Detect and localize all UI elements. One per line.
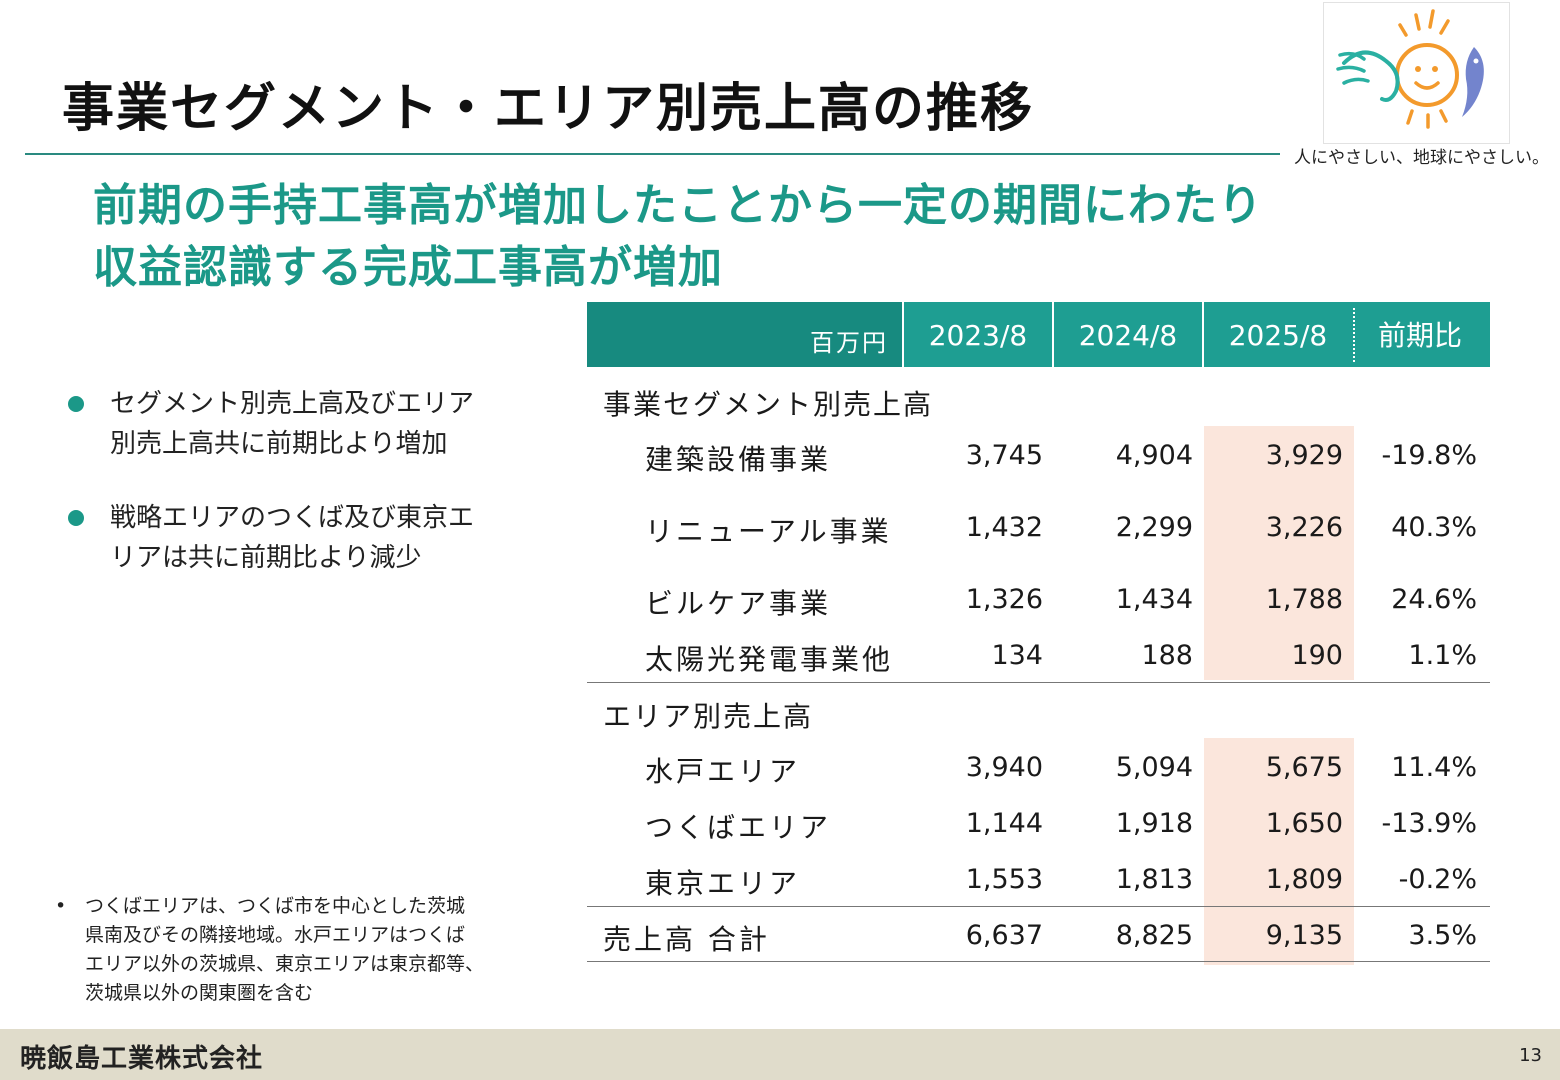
headline-line-1: 前期の手持工事高が増加したことから一定の期間にわたり bbox=[93, 180, 1263, 231]
total-2024: 8,825 bbox=[1115, 920, 1193, 951]
title-divider bbox=[25, 153, 1280, 155]
value-2025: 1,809 bbox=[1265, 864, 1343, 895]
value-2025: 1,788 bbox=[1265, 584, 1343, 615]
value-yoy: 11.4% bbox=[1391, 752, 1477, 783]
highlight-column-segment bbox=[1204, 426, 1354, 680]
header-divider bbox=[1202, 302, 1204, 367]
bullet-text: リアは共に前期比より減少 bbox=[110, 543, 422, 573]
header-divider bbox=[902, 302, 904, 367]
footnote-text: エリア以外の茨城県、東京エリアは東京都等、 bbox=[85, 953, 485, 975]
bullet-text: 別売上高共に前期比より増加 bbox=[110, 429, 448, 459]
sales-table: 百万円 2023/8 2024/8 2025/8 前期比 事業セグメント別売上高… bbox=[587, 302, 1490, 972]
value-yoy: -19.8% bbox=[1381, 440, 1477, 471]
row-label: 太陽光発電事業他 bbox=[645, 643, 894, 676]
value-2025: 5,675 bbox=[1265, 752, 1343, 783]
segment-section-title: 事業セグメント別売上高 bbox=[603, 388, 934, 421]
value-yoy: -0.2% bbox=[1398, 864, 1477, 895]
header-divider bbox=[1052, 302, 1054, 367]
value-2024: 1,434 bbox=[1115, 584, 1193, 615]
value-2023: 3,745 bbox=[965, 440, 1043, 471]
total-label: 売上高 合計 bbox=[603, 923, 770, 956]
row-label: リニューアル事業 bbox=[645, 515, 892, 548]
value-2023: 134 bbox=[991, 640, 1043, 671]
value-2024: 1,813 bbox=[1115, 864, 1193, 895]
value-2024: 188 bbox=[1141, 640, 1193, 671]
value-2024: 4,904 bbox=[1115, 440, 1193, 471]
total-2023: 6,637 bbox=[965, 920, 1043, 951]
value-2025: 190 bbox=[1291, 640, 1343, 671]
table-header: 百万円 2023/8 2024/8 2025/8 前期比 bbox=[587, 302, 1490, 367]
highlight-column-total bbox=[1204, 907, 1354, 965]
headline-line-2: 収益認識する完成工事高が増加 bbox=[93, 242, 723, 293]
page-number: 13 bbox=[1519, 1045, 1542, 1066]
header-2025: 2025/8 bbox=[1228, 319, 1328, 352]
header-dotted-divider bbox=[1353, 308, 1355, 362]
row-label: 水戸エリア bbox=[645, 755, 801, 788]
bullet-dot-icon bbox=[68, 510, 84, 526]
highlight-column-area bbox=[1204, 738, 1354, 908]
total-yoy: 3.5% bbox=[1408, 920, 1477, 951]
unit-cell: 百万円 bbox=[587, 302, 902, 367]
value-2024: 1,918 bbox=[1115, 808, 1193, 839]
value-2024: 2,299 bbox=[1115, 512, 1193, 543]
value-2025: 1,650 bbox=[1265, 808, 1343, 839]
value-yoy: 24.6% bbox=[1391, 584, 1477, 615]
bullet-dot-icon bbox=[68, 396, 84, 412]
row-label: つくばエリア bbox=[645, 811, 832, 844]
footnote-text: つくばエリアは、つくば市を中心とした茨城 bbox=[85, 895, 466, 917]
unit-label: 百万円 bbox=[810, 329, 888, 357]
footer-bar: 暁飯島工業株式会社 13 bbox=[0, 1029, 1560, 1080]
row-label: 建築設備事業 bbox=[645, 443, 832, 476]
bullet-item: セグメント別売上高及びエリア 別売上高共に前期比より増加 bbox=[62, 384, 532, 464]
value-2025: 3,929 bbox=[1265, 440, 1343, 471]
company-name: 暁飯島工業株式会社 bbox=[20, 1044, 264, 1074]
value-2023: 1,553 bbox=[965, 864, 1043, 895]
tagline: 人にやさしい、地球にやさしい。 bbox=[1294, 148, 1549, 168]
value-2023: 1,326 bbox=[965, 584, 1043, 615]
table-divider bbox=[587, 682, 1490, 683]
value-2023: 3,940 bbox=[965, 752, 1043, 783]
table-row: リニューアル事業 1,432 2,299 3,226 40.3% bbox=[587, 500, 1490, 556]
bullet-item: 戦略エリアのつくば及び東京エ リアは共に前期比より減少 bbox=[62, 498, 532, 578]
area-section-title: エリア別売上高 bbox=[603, 700, 814, 733]
table-row: 東京エリア 1,553 1,813 1,809 -0.2% bbox=[587, 852, 1490, 908]
value-yoy: 1.1% bbox=[1408, 640, 1477, 671]
header-yoy: 前期比 bbox=[1377, 319, 1462, 352]
header-2024: 2024/8 bbox=[1078, 319, 1178, 352]
value-2023: 1,144 bbox=[965, 808, 1043, 839]
total-2025: 9,135 bbox=[1265, 920, 1343, 951]
value-2024: 5,094 bbox=[1115, 752, 1193, 783]
table-row: つくばエリア 1,144 1,918 1,650 -13.9% bbox=[587, 796, 1490, 852]
table-row: 水戸エリア 3,940 5,094 5,675 11.4% bbox=[587, 740, 1490, 796]
table-bottom-border bbox=[587, 961, 1490, 962]
bullet-text: 戦略エリアのつくば及び東京エ bbox=[110, 503, 475, 533]
company-logo bbox=[1323, 2, 1510, 144]
value-2023: 1,432 bbox=[965, 512, 1043, 543]
table-row: ビルケア事業 1,326 1,434 1,788 24.6% bbox=[587, 572, 1490, 628]
header-2023: 2023/8 bbox=[928, 319, 1028, 352]
footnote-text: 茨城県以外の関東圏を含む bbox=[85, 982, 314, 1004]
table-row: 建築設備事業 3,745 4,904 3,929 -19.8% bbox=[587, 428, 1490, 484]
bullet-text: セグメント別売上高及びエリア bbox=[110, 389, 475, 419]
footnote: • つくばエリアは、つくば市を中心とした茨城 県南及びその隣接地域。水戸エリアは… bbox=[55, 892, 555, 1008]
row-label: ビルケア事業 bbox=[645, 587, 832, 620]
table-divider bbox=[587, 906, 1490, 907]
bullet-list: セグメント別売上高及びエリア 別売上高共に前期比より増加 戦略エリアのつくば及び… bbox=[62, 384, 532, 612]
value-yoy: 40.3% bbox=[1391, 512, 1477, 543]
total-row: 売上高 合計 6,637 8,825 9,135 3.5% bbox=[587, 908, 1490, 964]
value-yoy: -13.9% bbox=[1381, 808, 1477, 839]
footnote-text: 県南及びその隣接地域。水戸エリアはつくば bbox=[85, 924, 466, 946]
row-label: 東京エリア bbox=[645, 867, 801, 900]
value-2025: 3,226 bbox=[1265, 512, 1343, 543]
table-row: 太陽光発電事業他 134 188 190 1.1% bbox=[587, 628, 1490, 684]
page-title: 事業セグメント・エリア別売上高の推移 bbox=[62, 79, 1035, 139]
headline: 前期の手持工事高が増加したことから一定の期間にわたり 収益認識する完成工事高が増… bbox=[93, 175, 1393, 299]
footnote-bullet-icon: • bbox=[55, 895, 67, 917]
